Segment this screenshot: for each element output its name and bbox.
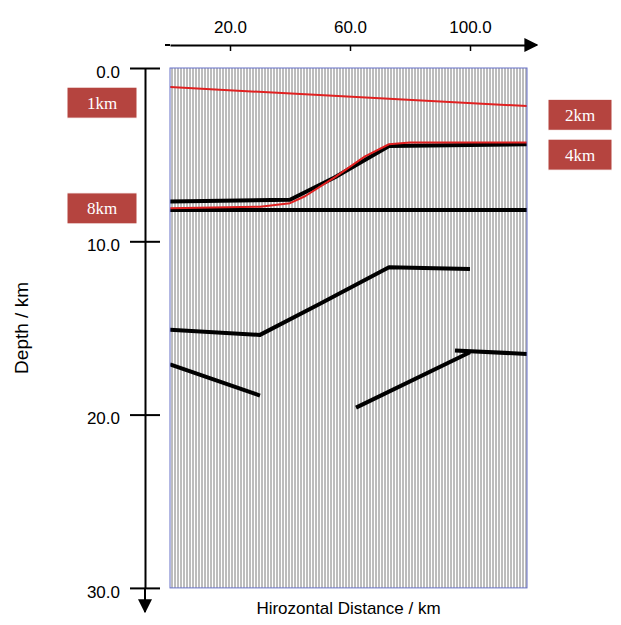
y-tick-mark [130,414,160,416]
reflector-line [170,267,470,335]
annotation-label: 8km [87,199,117,218]
annotation-label: 2km [565,106,595,125]
plot-frame [170,68,527,588]
annotation-box [67,87,137,118]
trace-background [170,68,527,588]
x-axis-line-start [165,44,170,46]
y-tick-mark [130,241,160,243]
reflector-line [356,352,470,407]
reflector-line [170,208,527,212]
x-axis-line [171,45,528,47]
reflector-line [170,144,527,201]
annotation-label: 4km [565,146,595,165]
x-tick-mark [470,45,472,51]
x-tick: 20.0 [214,18,247,51]
horizon-line [170,87,527,106]
y-tick: 10.0 [87,236,160,255]
annotation-box [548,139,612,170]
annotation-label: 1km [87,94,117,113]
x-tick: 100.0 [449,18,492,51]
chart: 20.0 60.0 100.0 0.0 10.0 20.0 30.0 Depth / km Hi… [0,0,621,625]
annotations: 1km 2km 4km 8km [67,87,612,224]
x-axis-arrow [527,44,537,46]
x-tick-mark [350,45,352,51]
x-tick-mark [230,45,232,51]
x-tick-label: 60.0 [334,18,367,37]
y-tick: 30.0 [87,583,160,602]
reflectors [170,87,527,408]
y-tick-label: 20.0 [87,409,120,428]
y-tick: 20.0 [87,409,160,428]
reflector-line [170,364,260,395]
y-tick: 0.0 [96,63,160,82]
y-tick-label: 0.0 [96,63,120,82]
y-tick-label: 30.0 [87,583,120,602]
x-tick-label: 100.0 [449,18,492,37]
y-tick-mark [130,68,160,70]
y-tick-label: 10.0 [87,236,120,255]
annotation-box [67,193,137,224]
y-axis-title: Depth / km [11,282,32,374]
y-axis: 0.0 10.0 20.0 30.0 [87,63,160,602]
horizon-line [170,143,527,209]
x-axis: 20.0 60.0 100.0 [171,18,528,51]
y-axis-arrow [144,588,146,612]
x-tick: 60.0 [334,18,367,51]
x-tick-label: 20.0 [214,18,247,37]
annotation-box [548,99,612,130]
x-axis-title: Hirozontal Distance / km [256,599,440,618]
y-axis-line [145,69,147,589]
